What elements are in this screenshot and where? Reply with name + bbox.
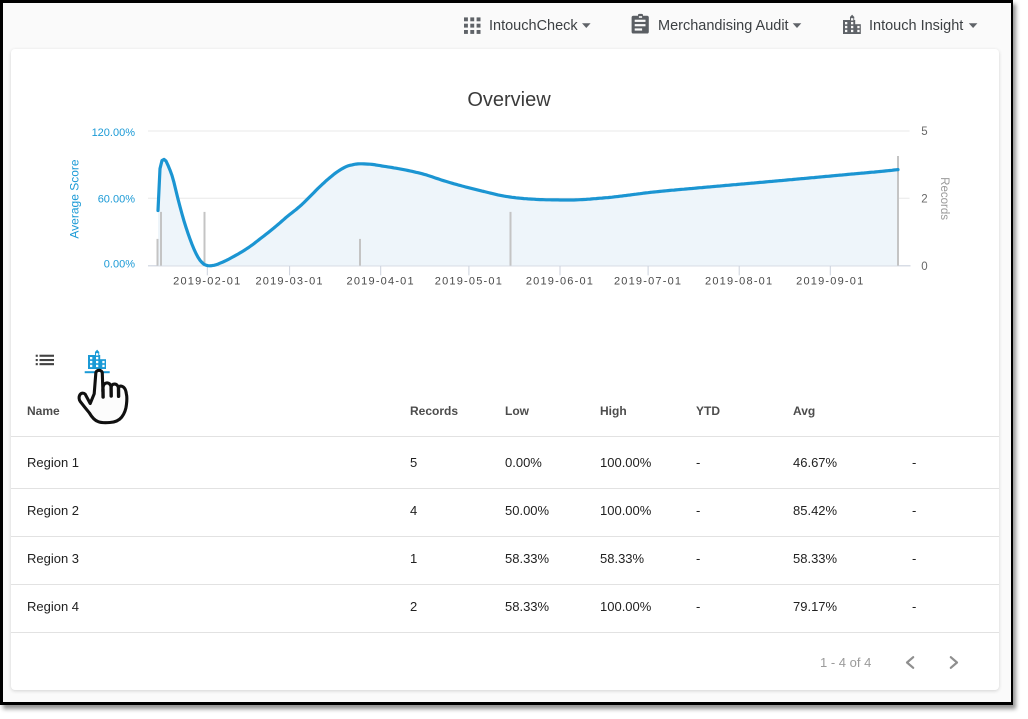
svg-text:2019-05-01: 2019-05-01 (435, 276, 503, 288)
svg-text:0: 0 (921, 261, 927, 273)
svg-text:2019-02-01: 2019-02-01 (173, 276, 241, 288)
svg-text:2019-09-01: 2019-09-01 (796, 276, 864, 288)
svg-text:Average Score: Average Score (68, 159, 82, 238)
svg-text:2019-07-01: 2019-07-01 (614, 276, 682, 288)
svg-text:60.00%: 60.00% (98, 194, 136, 206)
svg-text:5: 5 (921, 126, 927, 138)
svg-text:0.00%: 0.00% (104, 258, 135, 270)
svg-text:Records: Records (938, 177, 950, 220)
svg-text:2019-08-01: 2019-08-01 (705, 276, 773, 288)
svg-text:2019-03-01: 2019-03-01 (255, 276, 323, 288)
svg-text:2019-04-01: 2019-04-01 (347, 276, 415, 288)
svg-text:120.00%: 120.00% (92, 127, 136, 139)
svg-text:2: 2 (921, 194, 927, 206)
svg-text:2019-06-01: 2019-06-01 (526, 276, 594, 288)
